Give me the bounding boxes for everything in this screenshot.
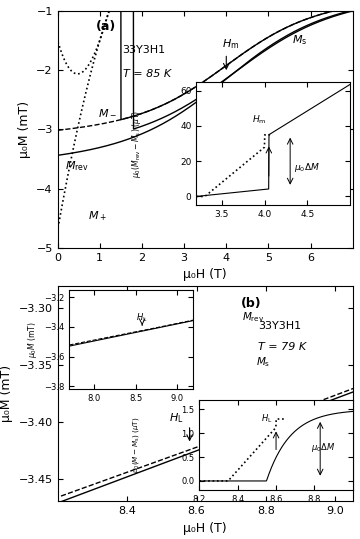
- Text: 33Y3H1: 33Y3H1: [258, 321, 301, 331]
- Text: $M_\mathrm{rev}$: $M_\mathrm{rev}$: [242, 310, 264, 323]
- Text: $H_\mathrm{m}$: $H_\mathrm{m}$: [222, 38, 239, 51]
- Text: $M_\mathrm{s}$: $M_\mathrm{s}$: [256, 355, 270, 369]
- Text: $H_\mathrm{L}$: $H_\mathrm{L}$: [169, 412, 183, 425]
- Text: $M_+$: $M_+$: [88, 210, 107, 223]
- Text: T = 79 K: T = 79 K: [258, 342, 306, 353]
- Text: T = 85 K: T = 85 K: [122, 69, 171, 79]
- Text: (a): (a): [96, 20, 116, 33]
- Text: 33Y3H1: 33Y3H1: [122, 45, 166, 56]
- Y-axis label: μ₀M (mT): μ₀M (mT): [0, 365, 13, 422]
- X-axis label: μ₀H (T): μ₀H (T): [183, 268, 227, 281]
- X-axis label: μ₀H (T): μ₀H (T): [183, 522, 227, 535]
- Text: (b): (b): [240, 297, 261, 310]
- Text: $M_\mathrm{s}$: $M_\mathrm{s}$: [292, 33, 307, 47]
- Y-axis label: μ₀M (mT): μ₀M (mT): [18, 101, 31, 158]
- Text: $M_\mathrm{rev}$: $M_\mathrm{rev}$: [65, 160, 89, 174]
- Text: $M_-$: $M_-$: [98, 108, 116, 119]
